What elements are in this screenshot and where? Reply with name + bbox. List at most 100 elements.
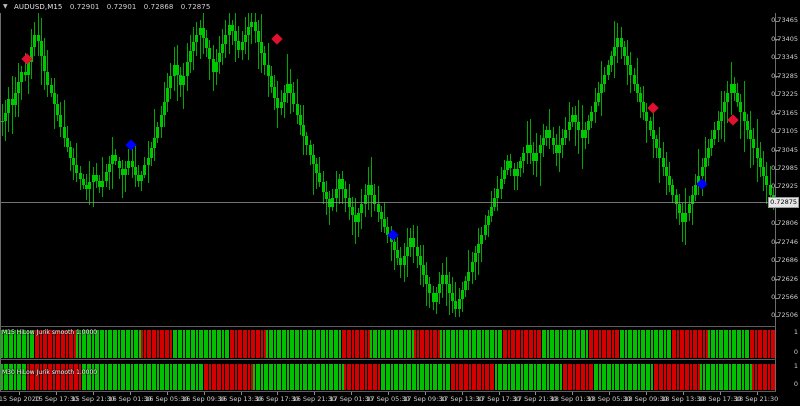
indicator-scale-top-m15: 1	[793, 328, 798, 336]
indicator-bar	[713, 364, 716, 390]
indicator-bar	[144, 330, 146, 358]
indicator-bar	[276, 364, 279, 390]
indicator-bar	[266, 330, 269, 358]
indicator-bar	[11, 330, 14, 358]
indicator-bar	[762, 330, 765, 358]
indicator-bar	[565, 364, 568, 390]
chart-menu-caret-icon[interactable]: ▼	[3, 3, 8, 10]
time-axis-tick: 16 Sep 09:30	[182, 395, 226, 403]
candle-body	[713, 130, 716, 140]
indicator-bar	[708, 364, 711, 390]
candle-body	[441, 274, 444, 284]
candle-body	[649, 120, 652, 130]
candle-body	[289, 83, 292, 94]
indicator-bar	[513, 330, 516, 358]
indicator-bar	[614, 330, 617, 358]
indicator-bar	[591, 364, 594, 390]
indicator-bar	[726, 330, 729, 358]
indicator-bar	[378, 364, 380, 390]
candle-body	[318, 173, 321, 183]
indicator-bar	[406, 364, 409, 390]
indicator-bar	[24, 364, 27, 390]
candle-wick	[319, 157, 320, 188]
indicator-bar	[97, 330, 100, 358]
candle-body	[101, 180, 104, 187]
indicator-bar	[211, 364, 214, 390]
candle-body	[302, 125, 305, 137]
indicator-bar	[531, 330, 534, 358]
indicator-bar	[492, 364, 495, 390]
indicator-bar	[588, 330, 591, 358]
indicator-bar	[180, 364, 183, 390]
candle-body	[587, 120, 590, 130]
indicator-bar	[42, 330, 45, 358]
indicator-bar	[154, 330, 157, 358]
candle-body	[769, 185, 772, 195]
indicator-pane-m30[interactable]	[1, 362, 775, 390]
indicator-bar	[333, 330, 336, 358]
indicator-bar	[170, 364, 172, 390]
indicator-bar	[6, 364, 9, 390]
indicator-bar	[697, 364, 700, 390]
indicator-bar	[765, 330, 768, 358]
indicator-bar	[50, 364, 53, 390]
indicator-bar	[271, 364, 274, 390]
candle-body	[539, 145, 542, 154]
indicator-bar	[518, 364, 521, 390]
candle-wick	[549, 108, 550, 150]
candle-wick	[297, 79, 298, 125]
indicator-bar	[625, 364, 627, 390]
indicator-bar	[599, 330, 601, 358]
ohlc-high: 0.72901	[106, 3, 137, 11]
indicator-bar	[242, 330, 245, 358]
candle-body	[312, 154, 315, 164]
candle-body	[367, 185, 370, 195]
candle-body	[535, 153, 538, 161]
price-axis-tick-mark	[775, 150, 779, 152]
indicator-bar	[557, 364, 560, 390]
candle-body	[114, 154, 117, 161]
indicator-bar	[731, 330, 734, 358]
indicator-bar	[489, 330, 492, 358]
indicator-bar	[495, 330, 497, 358]
indicator-bar	[497, 364, 500, 390]
indicator-bar	[515, 330, 518, 358]
candle-body	[335, 188, 338, 198]
candle-body	[160, 114, 163, 127]
candle-body	[503, 170, 506, 180]
indicator-bar	[370, 330, 373, 358]
indicator-bar	[167, 330, 170, 358]
indicator-bar	[11, 364, 14, 390]
indicator-bar	[424, 364, 427, 390]
indicator-bar	[216, 364, 219, 390]
indicator-bar	[716, 364, 718, 390]
price-axis-tick: 0.73045	[771, 145, 798, 154]
indicator-bar	[443, 330, 445, 358]
indicator-bar	[209, 364, 211, 390]
candle-body	[752, 139, 755, 149]
indicator-bar	[440, 330, 443, 358]
candle-wick	[391, 225, 392, 261]
candle-body	[124, 168, 127, 175]
indicator-bar	[393, 364, 396, 390]
candle-wick	[698, 148, 699, 196]
indicator-bar	[596, 364, 599, 390]
price-axis-tick: 0.72925	[771, 182, 798, 191]
indicator-bar	[1, 330, 3, 358]
indicator-bar	[190, 364, 193, 390]
candle-body	[749, 130, 752, 140]
indicator-bar	[365, 364, 367, 390]
candle-body	[435, 293, 438, 303]
indicator-bar	[648, 364, 651, 390]
price-axis-tick-mark	[775, 315, 779, 317]
candle-body	[360, 203, 363, 214]
indicator-bar	[456, 330, 458, 358]
indicator-bar	[367, 330, 370, 358]
candle-body	[270, 76, 273, 87]
price-chart-pane[interactable]	[1, 13, 775, 324]
indicator-bar	[253, 364, 256, 390]
indicator-pane-m15[interactable]	[1, 328, 775, 358]
indicator-bar	[474, 364, 477, 390]
candle-body	[691, 194, 694, 204]
indicator-bar	[3, 364, 6, 390]
